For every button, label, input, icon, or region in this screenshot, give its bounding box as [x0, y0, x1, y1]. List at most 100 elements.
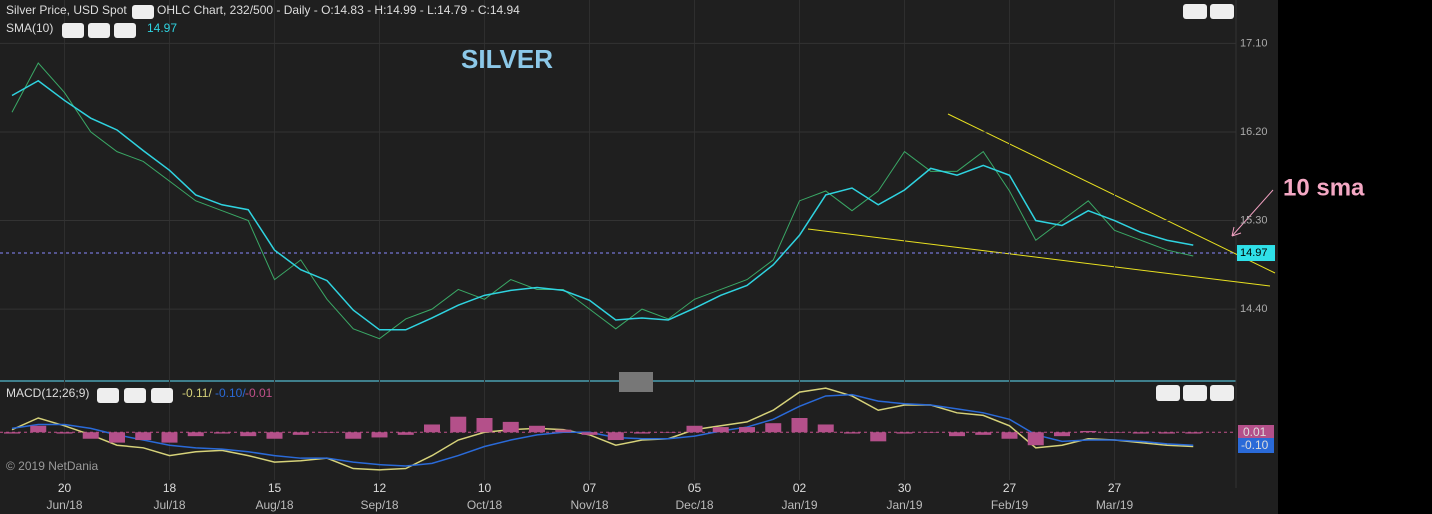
- y-tick-label: 14.40: [1240, 303, 1268, 315]
- last-price-box: [1237, 245, 1275, 262]
- y-tick-label: 16.20: [1240, 126, 1268, 138]
- macd-title: MACD(12;26;9): [6, 386, 89, 400]
- signal-readout: -0.10/: [215, 386, 246, 400]
- histogram-bar: [30, 425, 47, 433]
- x-tick-sublabel: Aug/18: [255, 498, 293, 512]
- x-tick-label: 27: [1108, 481, 1122, 495]
- histogram-bar: [1106, 432, 1123, 433]
- x-tick-sublabel: Jan/19: [781, 498, 817, 512]
- histogram-bar: [56, 432, 73, 434]
- x-tick-label: 18: [163, 481, 177, 495]
- copyright: © 2019 NetDania: [6, 459, 99, 473]
- histogram-bar: [765, 423, 782, 433]
- histogram-bar: [1080, 430, 1097, 433]
- histogram-bar: [240, 432, 257, 437]
- histogram-bar: [607, 432, 624, 441]
- histogram-bar: [266, 432, 283, 439]
- histogram-bar: [214, 432, 230, 434]
- x-tick-label: 30: [898, 481, 912, 495]
- histogram-bar: [82, 432, 99, 439]
- histogram-bar: [4, 432, 20, 434]
- histogram-bar: [109, 432, 125, 443]
- chart-background: [0, 0, 1278, 514]
- histogram-bar: [555, 429, 572, 433]
- macd-readout: -0.11/: [182, 386, 212, 400]
- macd-buttons[interactable]: [97, 388, 173, 403]
- histogram-bar: [844, 432, 860, 434]
- histogram-bar: [529, 425, 545, 433]
- histogram-bar: [817, 424, 834, 433]
- histogram-bar: [949, 432, 965, 437]
- histogram-bar: [975, 432, 992, 435]
- histogram-bar: [870, 432, 887, 442]
- indicator-buttons[interactable]: [62, 23, 136, 38]
- window-buttons[interactable]: [1183, 4, 1234, 19]
- x-tick-sublabel: Feb/19: [991, 498, 1029, 512]
- arrow-head: [1231, 226, 1242, 237]
- x-tick-sublabel: Sep/18: [360, 498, 398, 512]
- histogram-bar: [581, 432, 598, 435]
- histogram-bar: [397, 432, 414, 435]
- value-box: [1238, 425, 1274, 440]
- series-line: [11, 79, 1194, 331]
- histogram-bar: [502, 421, 519, 433]
- y-tick-label: 17.10: [1240, 37, 1268, 49]
- histogram-bar: [424, 424, 440, 433]
- x-tick-label: 10: [478, 481, 492, 495]
- x-tick-sublabel: Oct/18: [467, 498, 503, 512]
- x-tick-sublabel: Dec/18: [675, 498, 713, 512]
- histogram-readout: -0.01: [245, 386, 273, 400]
- value-box: [1238, 438, 1274, 453]
- chart-title: SILVER: [461, 44, 553, 74]
- x-tick-label: 20: [58, 481, 72, 495]
- histogram-bar: [896, 432, 913, 434]
- histogram-bar: [660, 432, 677, 433]
- x-tick-sublabel: Jun/18: [46, 498, 82, 512]
- y-tick-label: 15.30: [1240, 214, 1268, 226]
- histogram-bar: [319, 432, 335, 433]
- marks: 20 Jun/18 18 Jul/18 15 Aug/18 12 Sep/18 10 Oct/18…: [0, 0, 1275, 512]
- view-button[interactable]: [132, 5, 154, 19]
- x-tick-label: 27: [1003, 481, 1017, 495]
- chart-subtitle: OHLC Chart, 232/500 - Daily - O:14.83 - …: [157, 3, 520, 17]
- histogram-bar: [1001, 432, 1018, 439]
- histogram-bar: [476, 418, 493, 433]
- histogram-bar: [187, 432, 204, 437]
- x-tick-label: 12: [373, 481, 387, 495]
- histogram-bar: [345, 432, 362, 439]
- histogram-bar: [791, 418, 808, 433]
- series-line: [11, 387, 1194, 471]
- histogram-bar: [371, 432, 388, 438]
- x-tick-sublabel: Jul/18: [153, 498, 185, 512]
- instrument-name: Silver Price, USD Spot: [6, 3, 127, 17]
- x-tick-label: 02: [793, 481, 807, 495]
- series-line: [11, 393, 1194, 467]
- histogram-bar: [1185, 432, 1202, 434]
- histogram-bar: [739, 427, 755, 433]
- histogram-bar: [292, 432, 309, 435]
- trendline: [807, 228, 1271, 287]
- histogram-bar: [1132, 432, 1149, 434]
- macd-window-buttons[interactable]: [1156, 385, 1234, 401]
- annotation: 10 sma: [1283, 174, 1365, 201]
- indicator-readout: 14.97: [147, 21, 177, 35]
- histogram-bar: [1027, 432, 1044, 446]
- histogram-bar: [1054, 432, 1070, 437]
- histogram-bar: [161, 432, 178, 443]
- resize-handle[interactable]: [619, 372, 653, 392]
- histogram-bar: [686, 425, 703, 433]
- histogram-bar: [922, 432, 939, 433]
- x-tick-label: 15: [268, 481, 282, 495]
- histogram-bar: [1159, 432, 1175, 434]
- histogram-bar: [712, 427, 729, 433]
- x-tick-sublabel: Mar/19: [1096, 498, 1134, 512]
- last-price-label: 14.97: [1240, 247, 1268, 259]
- series-line: [11, 62, 1194, 340]
- indicator-name: SMA(10): [6, 21, 53, 35]
- x-tick-sublabel: Nov/18: [570, 498, 608, 512]
- x-tick-label: 07: [583, 481, 597, 495]
- histogram-bar: [450, 416, 467, 433]
- arrow: [1231, 189, 1274, 237]
